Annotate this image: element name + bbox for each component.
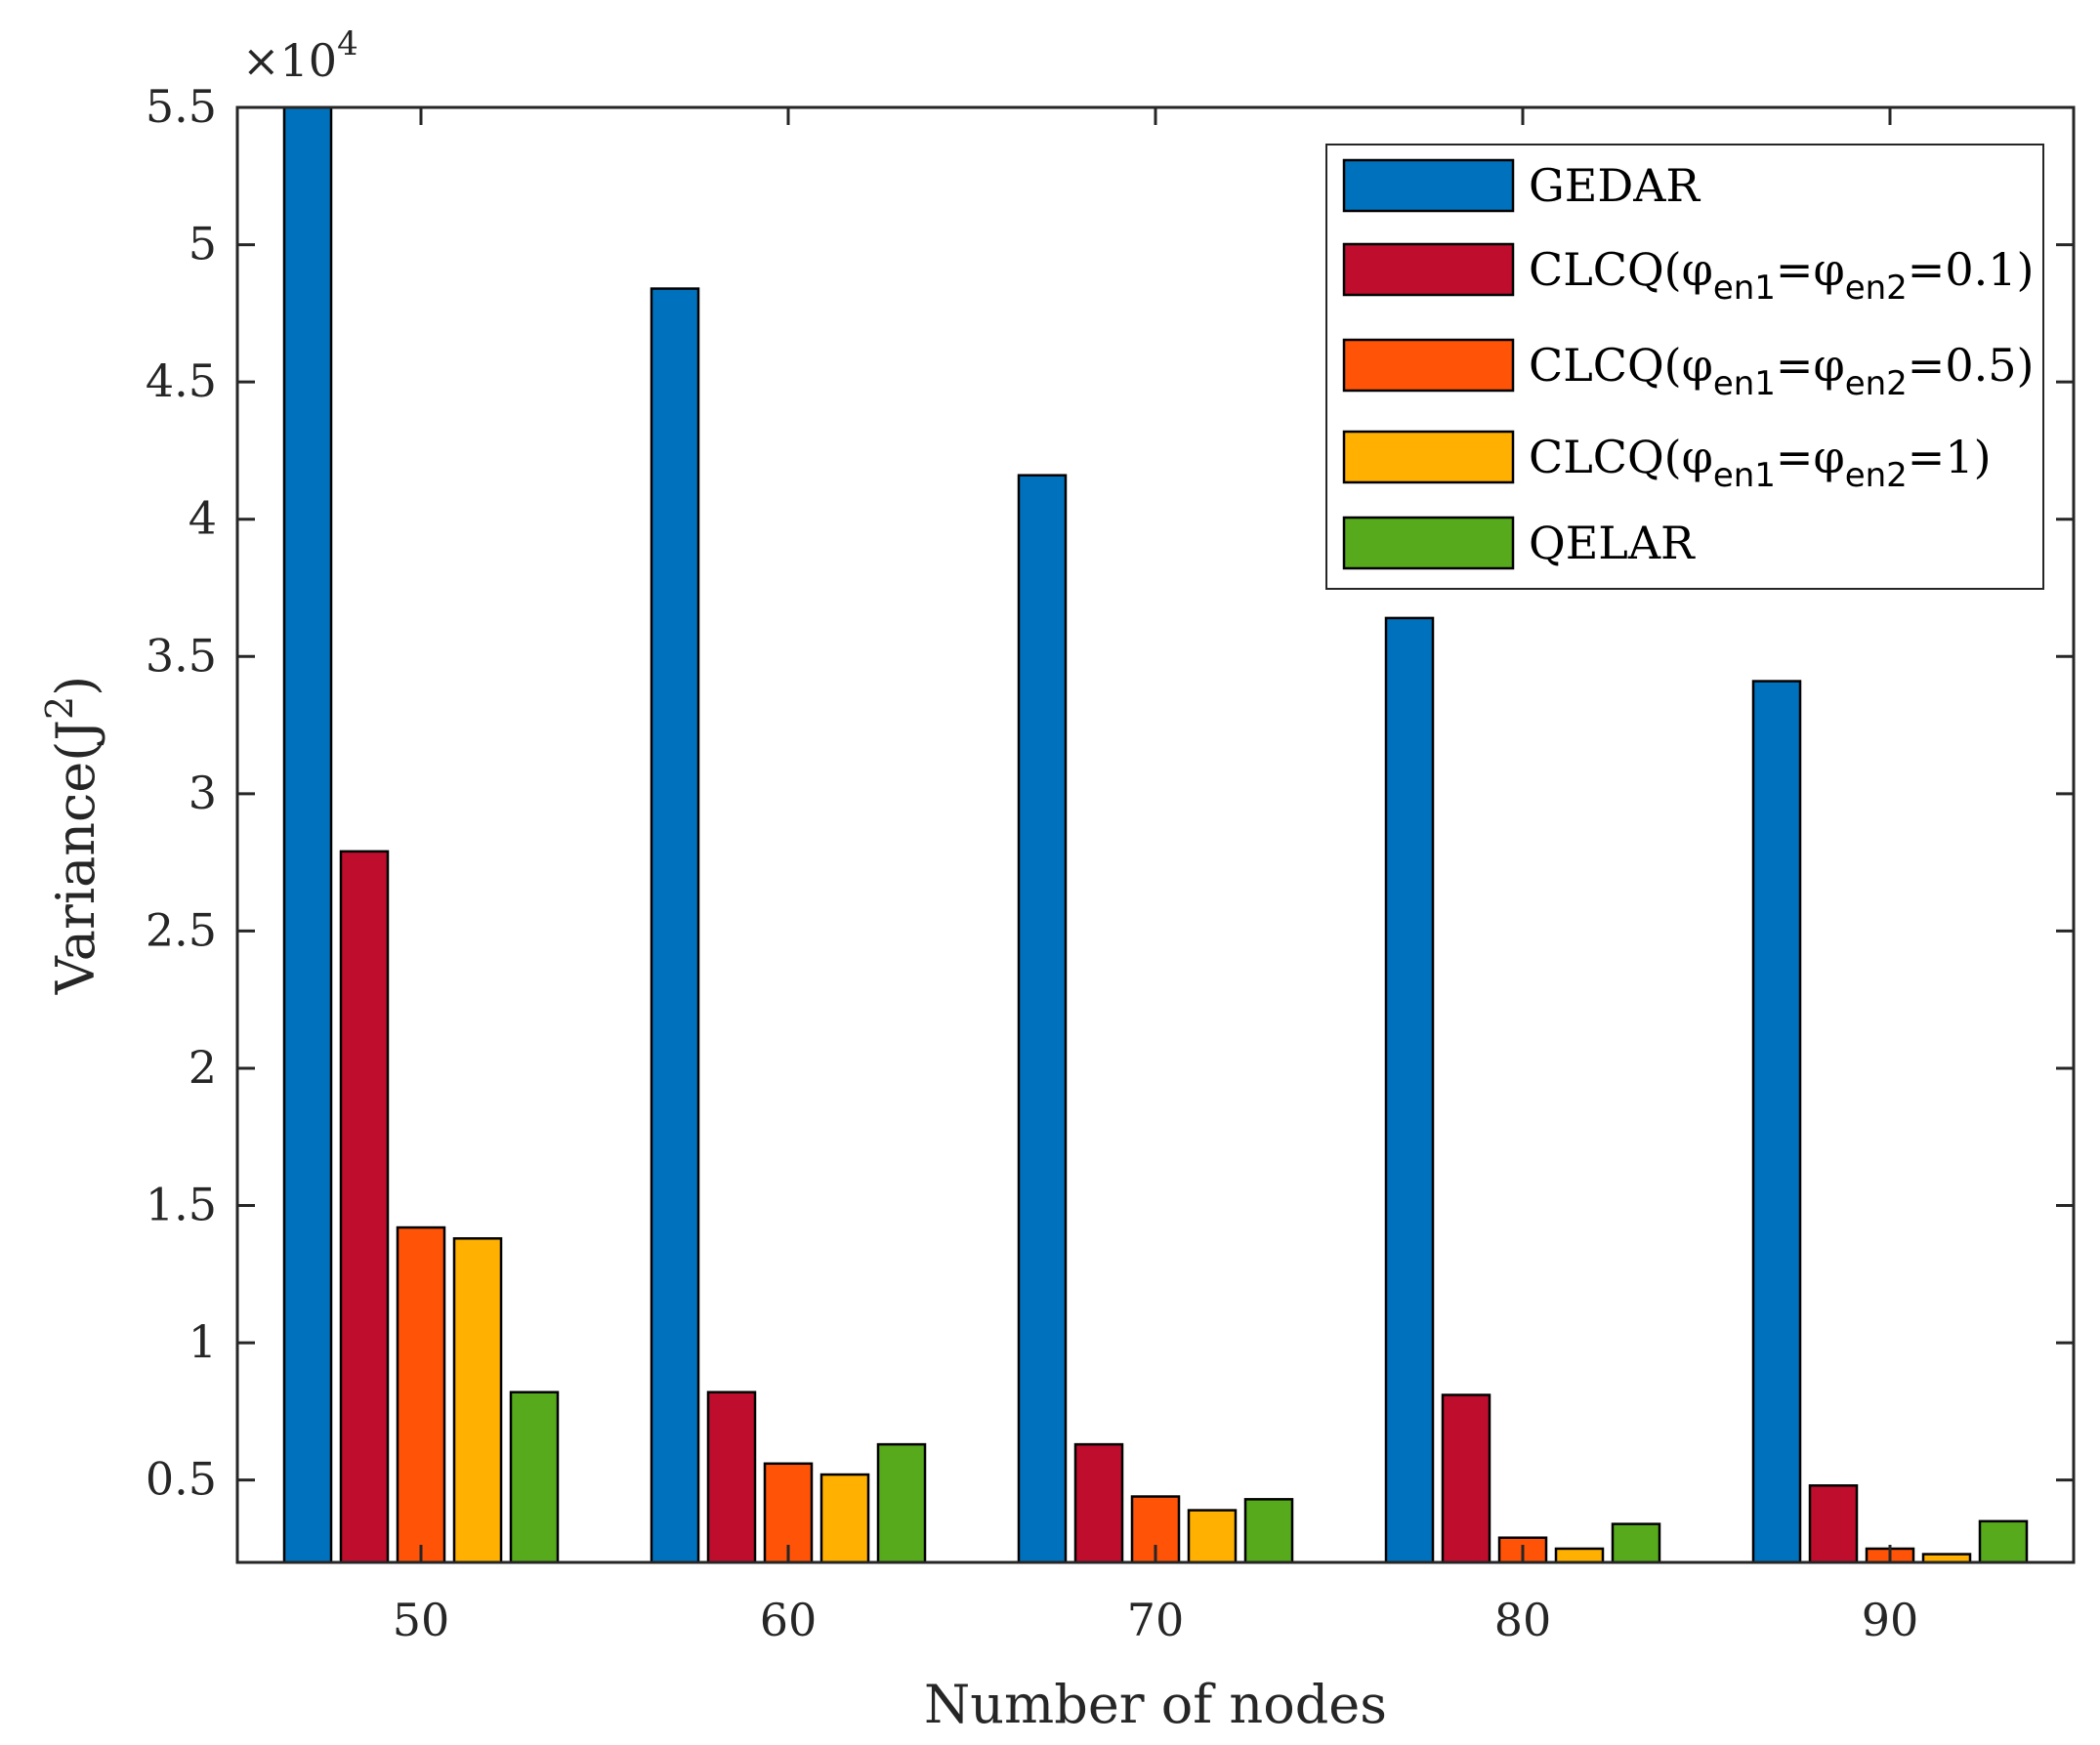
bar-clcq-en1-en2-0-1--80 (1441, 1393, 1491, 1564)
x-tick-label: 70 (1127, 1594, 1185, 1646)
legend-swatch (1342, 338, 1515, 393)
y-tick-label: 5 (189, 218, 217, 270)
bar-qelar-50 (509, 1391, 560, 1564)
y-tick-label: 1.5 (146, 1179, 217, 1231)
legend: GEDAR CLCQ(φen1=φen2=0.1) CLCQ(φen1=φen2=0… (1325, 144, 2044, 590)
legend-label: QELAR (1529, 517, 1696, 569)
x-tick-label: 60 (760, 1594, 818, 1646)
bar-clcq-en1-en2-1--50 (452, 1237, 503, 1564)
x-axis-title: Number of nodes (924, 1674, 1387, 1735)
y-axis-title: Variance(J2) (38, 676, 106, 995)
legend-swatch (1342, 516, 1515, 570)
bar-gedar-70 (1017, 474, 1068, 1564)
x-tick-label: 90 (1862, 1594, 1919, 1646)
x-tick-label: 80 (1494, 1594, 1552, 1646)
bar-qelar-60 (876, 1442, 927, 1564)
y-tick-label: 4.5 (146, 354, 217, 407)
legend-label: CLCQ(φen1=φen2=1) (1529, 431, 1992, 495)
bar-qelar-90 (1978, 1519, 2029, 1564)
y-tick-label: 1 (189, 1315, 217, 1368)
bar-clcq-en1-en2-0-1--50 (339, 850, 390, 1564)
bar-gedar-90 (1751, 680, 1802, 1564)
y-tick-label: 4 (189, 492, 217, 545)
y-tick-label: 5.5 (146, 80, 217, 133)
bar-gedar-50 (282, 105, 333, 1564)
x-tick-label: 50 (393, 1594, 450, 1646)
y-tick-label: 2 (189, 1041, 217, 1094)
legend-swatch (1342, 242, 1515, 297)
bar-clcq-en1-en2-1--70 (1187, 1509, 1238, 1564)
y-tick-label: 0.5 (146, 1453, 217, 1506)
bar-clcq-en1-en2-1--60 (819, 1473, 870, 1564)
y-tick-label: 3.5 (146, 629, 217, 682)
bars-layer (282, 105, 2029, 1564)
bar-qelar-70 (1243, 1498, 1294, 1564)
bar-clcq-en1-en2-0-1--60 (706, 1391, 757, 1564)
bar-clcq-en1-en2-0-5--50 (396, 1226, 446, 1564)
legend-label: CLCQ(φen1=φen2=0.5) (1529, 339, 2034, 403)
y-tick-label: 3 (189, 767, 217, 819)
bar-gedar-60 (650, 287, 700, 1564)
bar-gedar-80 (1384, 616, 1435, 1564)
legend-label: GEDAR (1529, 159, 1701, 212)
y-multiplier: ×104 (242, 24, 358, 87)
ticks-layer: 0.5 1 1.5 2 2.5 3 3.5 4 4.5 5 5.5 50 60 70 80 90 (146, 80, 2074, 1646)
bar-qelar-80 (1611, 1522, 1661, 1564)
bar-clcq-en1-en2-1--80 (1554, 1547, 1605, 1564)
y-tick-label: 2.5 (146, 903, 217, 956)
legend-label: CLCQ(φen1=φen2=0.1) (1529, 243, 2034, 308)
bar-clcq-en1-en2-0-1--70 (1073, 1442, 1124, 1564)
legend-swatch (1342, 430, 1515, 484)
bar-clcq-en1-en2-0-1--90 (1808, 1484, 1859, 1564)
legend-swatch (1342, 158, 1515, 213)
